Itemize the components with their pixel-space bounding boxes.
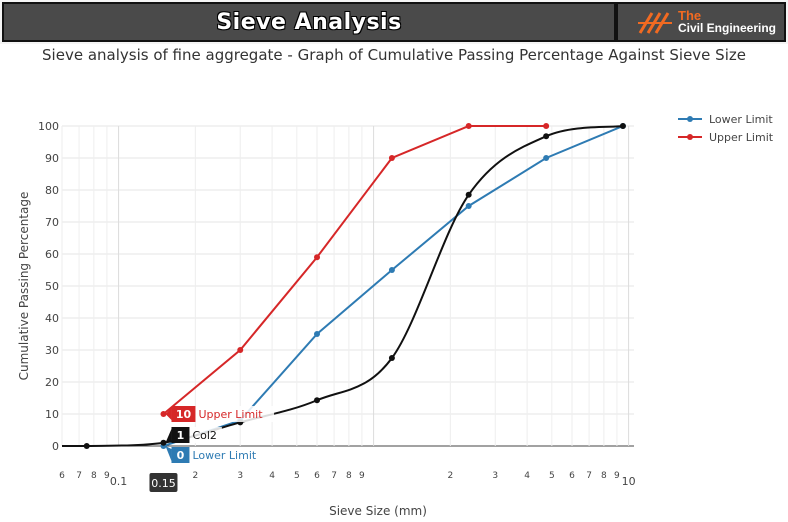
lower-limit-point [543, 155, 550, 161]
x-axis-title: Sieve Size (mm) [329, 504, 427, 518]
col2-point [388, 355, 395, 361]
logo-the: The [678, 8, 702, 23]
lower-limit-point [388, 267, 395, 273]
y-tick-label: 100 [38, 120, 59, 133]
upper-limit-point [465, 123, 472, 129]
col2-point [83, 443, 90, 449]
hover-label-upper-limit: 10 Upper Limit [165, 406, 275, 422]
hover-x-label-box [149, 473, 178, 492]
x-tick-label: 9 [614, 471, 620, 481]
y-tick-label: 40 [45, 312, 59, 325]
y-tick-label: 70 [45, 216, 59, 229]
x-tick-label: 5 [549, 471, 555, 481]
x-tick-label: 2 [192, 471, 198, 481]
x-tick-label: 9 [104, 471, 110, 481]
lower-limit-point [314, 331, 321, 337]
hover-label-lower-limit: 0 Lower Limit [165, 446, 269, 463]
x-tick-label: 7 [76, 471, 82, 481]
logo-stripes-icon [638, 12, 672, 34]
grid [61, 125, 634, 447]
x-tick-label: 7 [331, 471, 337, 481]
header-banner: Sieve Analysis The Civil Engineering [0, 0, 788, 44]
y-tick-label: 0 [52, 440, 59, 453]
hover-value: 0 [177, 449, 185, 462]
x-tick-label: 6 [569, 471, 575, 481]
chart-title: Sieve analysis of fine aggregate - Graph… [42, 46, 746, 64]
hover-series-name: Upper Limit [198, 408, 263, 421]
hover-value-box [171, 406, 196, 422]
y-tick-label: 90 [45, 152, 59, 165]
legend-label: Upper Limit [709, 130, 774, 144]
hover-series-name: Lower Limit [192, 449, 256, 462]
col2-point [160, 439, 167, 446]
hover-text-bg [189, 427, 222, 443]
col2-point [314, 397, 321, 404]
x-tick-label: 0.1 [110, 475, 128, 488]
x-tick-label: 4 [269, 471, 275, 481]
y-tick-label: 20 [45, 376, 59, 389]
hover-x-label: 0.15 [149, 473, 178, 492]
legend[interactable]: Lower Limit Upper Limit [676, 110, 773, 146]
col2-point [543, 133, 550, 140]
upper-limit-point [237, 347, 244, 353]
upper-limit-point [388, 155, 395, 161]
x-tick-label: 10 [622, 475, 636, 488]
hover-x-label-text: 0.15 [151, 477, 176, 490]
hover-pointer [165, 408, 172, 420]
upper-limit-line [162, 125, 547, 415]
legend-swatch-lower-limit [678, 116, 702, 122]
x-tick-label: 3 [492, 471, 498, 481]
lower-limit-point [465, 203, 472, 209]
upper-limit-point [314, 254, 321, 261]
y-tick-label: 30 [45, 344, 59, 357]
logo-name: Civil Engineering [678, 21, 777, 35]
hover-value: 10 [176, 408, 192, 421]
col2-point [465, 191, 472, 198]
logo-text: The Civil Engineering [678, 9, 776, 35]
legend-item-lower-limit[interactable]: Lower Limit [676, 110, 773, 128]
x-tick-label: 5 [294, 471, 300, 481]
x-tick-label: 8 [601, 471, 607, 481]
banner-title-box: Sieve Analysis [2, 2, 616, 42]
y-axis-title: Cumulative Passing Percentage [17, 192, 31, 381]
legend-swatch-upper-limit [678, 134, 702, 140]
x-tick-label: 3 [237, 471, 243, 481]
x-tick-label: 6 [59, 471, 65, 481]
y-tick-label: 60 [45, 248, 59, 261]
x-tick-label: 8 [91, 471, 97, 481]
col2-point [619, 123, 626, 129]
hover-pointer [165, 446, 172, 461]
x-tick-label: 2 [447, 471, 453, 481]
upper-limit-point [543, 123, 550, 129]
y-tick-label: 50 [45, 280, 59, 293]
banner-title: Sieve Analysis [216, 9, 402, 35]
hover-value: 1 [177, 429, 185, 442]
hover-pointer [165, 429, 172, 443]
x-tick-label: 6 [314, 471, 320, 481]
x-tick-label: 4 [524, 471, 530, 481]
hover-value-box [171, 427, 190, 443]
upper-limit-point [160, 411, 167, 417]
site-logo[interactable]: The Civil Engineering [616, 2, 786, 42]
x-tick-label: 8 [346, 471, 352, 481]
hover-value-box [171, 447, 190, 463]
y-tick-label: 10 [45, 408, 59, 421]
hover-text-bg [195, 406, 275, 422]
legend-item-upper-limit[interactable]: Upper Limit [676, 128, 773, 146]
x-tick-label: 7 [586, 471, 592, 481]
y-tick-label: 80 [45, 184, 59, 197]
hover-label-col2: 1 Col2 [165, 427, 222, 443]
x-tick-label: 9 [359, 471, 365, 481]
hover-text-bg [189, 447, 269, 463]
hover-series-name: Col2 [192, 429, 216, 442]
legend-label: Lower Limit [709, 112, 773, 126]
hover-tooltips: 0.15 10 Upper Limit 1 Col2 0 Lower Limit [149, 406, 275, 492]
